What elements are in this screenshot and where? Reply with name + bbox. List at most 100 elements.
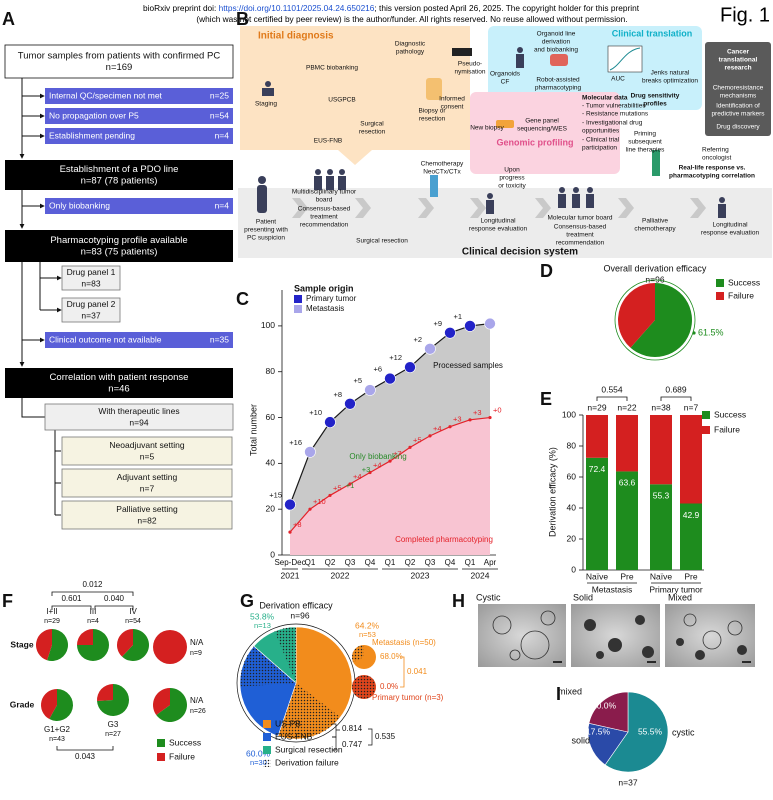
p-bracket — [596, 396, 628, 401]
failure-part — [274, 627, 296, 683]
y-tick-label: 100 — [562, 409, 576, 419]
legend-label: Derivation failure — [275, 757, 339, 767]
genomic-area — [470, 92, 620, 174]
year-label: 2023 — [411, 570, 430, 580]
flow-box-text: Adjuvant setting — [117, 472, 178, 482]
flow-box — [44, 403, 234, 431]
schematic-label: breaks optimization — [642, 78, 698, 85]
p-value: 0.535 — [375, 732, 396, 741]
schematic-label: nymisation — [454, 69, 485, 76]
increment-label: +3 — [362, 465, 371, 474]
increment-label: +8 — [293, 520, 302, 529]
schematic-label: Clinical decision system — [462, 247, 578, 258]
p-value: 0.554 — [601, 384, 623, 394]
schematic-label: Longitudinal — [712, 222, 748, 229]
flow-box-text: No propagation over P5 — [49, 110, 139, 120]
legend-swatch — [263, 759, 271, 767]
pie-slice — [97, 684, 113, 702]
p-value: 0.601 — [61, 594, 82, 603]
point — [444, 326, 456, 339]
flow-box-count: n=54 — [210, 110, 229, 120]
flow-box-text: With therapeutic lines — [98, 406, 179, 416]
schematic-label: USGPCB — [328, 97, 355, 104]
n-label: n=22 — [617, 402, 636, 412]
legend-label: Failure — [169, 751, 195, 761]
legend-label: Surgical resection — [275, 744, 343, 754]
notice: (which was not certified by peer review)… — [196, 14, 627, 24]
schematic-label: response evaluation — [701, 230, 760, 237]
schematic-label: chemotherapy — [634, 226, 676, 233]
flow-box-text: Only biobanking — [49, 200, 110, 210]
pie-slice — [588, 691, 629, 733]
flow-box-count: n=169 — [106, 62, 133, 73]
legend-swatch — [157, 739, 165, 747]
panel-label: I — [556, 684, 561, 704]
point — [464, 320, 476, 332]
row-label: Stage — [10, 639, 33, 649]
flow-box-count: n=82 — [137, 515, 156, 525]
point — [288, 530, 292, 534]
bar — [616, 471, 638, 570]
increment-label: +10 — [313, 497, 326, 506]
area — [290, 417, 490, 555]
schematic-label: predictive markers — [711, 111, 765, 118]
image-label: Cystic — [476, 592, 501, 602]
p-bracket — [332, 736, 337, 751]
point — [424, 343, 436, 355]
pie-slice — [116, 629, 133, 657]
panel-label: H — [452, 591, 465, 611]
organoid-images — [478, 604, 755, 667]
n-label: n=30 — [250, 758, 267, 767]
increment-label: +4 — [433, 424, 442, 433]
schematic-label: mechanisms — [720, 93, 757, 100]
schematic-label: Molecular data — [582, 95, 628, 102]
y-tick-label: 20 — [266, 503, 276, 513]
value-label: 72.4 — [589, 464, 606, 474]
doi-link[interactable]: https://doi.org/10.1101/2025.04.24.65021… — [219, 3, 375, 13]
x-tick-label: Naïve — [586, 571, 608, 581]
schematic-label: Pseudo- — [458, 61, 482, 68]
p-bracket — [51, 605, 92, 610]
increment-label: +3 — [473, 408, 482, 417]
point — [404, 361, 416, 373]
bar — [586, 457, 608, 570]
pie-slice — [49, 689, 73, 722]
schematic-label: profiles — [643, 101, 667, 108]
legend-swatch — [702, 426, 710, 434]
p-bracket — [660, 396, 692, 401]
flow-box — [61, 468, 233, 498]
n-label: n=13 — [254, 621, 271, 630]
row-label: Grade — [10, 699, 35, 709]
legend-swatch — [263, 720, 271, 728]
panel-label: E — [540, 389, 552, 409]
schematic-label: board — [316, 197, 333, 204]
legend-label: EUS-FNB — [275, 731, 313, 741]
schematic-label: Drug sensitivity — [631, 93, 680, 100]
failure-part — [351, 645, 364, 663]
legend-label: Success — [714, 409, 746, 419]
panel-label: B — [236, 9, 249, 29]
flow-box — [45, 108, 233, 124]
flow-box-count: n=37 — [81, 310, 100, 320]
schematic-label: PBMC biobanking — [306, 65, 358, 72]
label-dot — [692, 331, 696, 335]
x-tick-label: Q2 — [325, 558, 336, 567]
value-label: 60.0% — [246, 748, 271, 758]
year-label: 2022 — [331, 570, 350, 580]
n-label: n=43 — [49, 736, 65, 743]
point — [468, 418, 472, 422]
schematic-label: recommendation — [556, 240, 605, 247]
y-axis-title: Total number — [248, 404, 258, 456]
schematic-label: Palliative — [642, 218, 668, 225]
flow-box — [4, 44, 234, 79]
diagnosis-area — [240, 26, 470, 165]
group-label: Metastasis — [592, 584, 633, 594]
pie-slice — [618, 283, 655, 348]
device-icons — [426, 45, 660, 197]
increment-label: +3 — [453, 415, 462, 424]
bar — [680, 503, 702, 570]
pie-slice — [153, 630, 187, 664]
p-value: 0.043 — [75, 752, 96, 761]
value-label: 64.2% — [355, 620, 380, 630]
schematic-label: - Clinical trial — [582, 137, 620, 144]
